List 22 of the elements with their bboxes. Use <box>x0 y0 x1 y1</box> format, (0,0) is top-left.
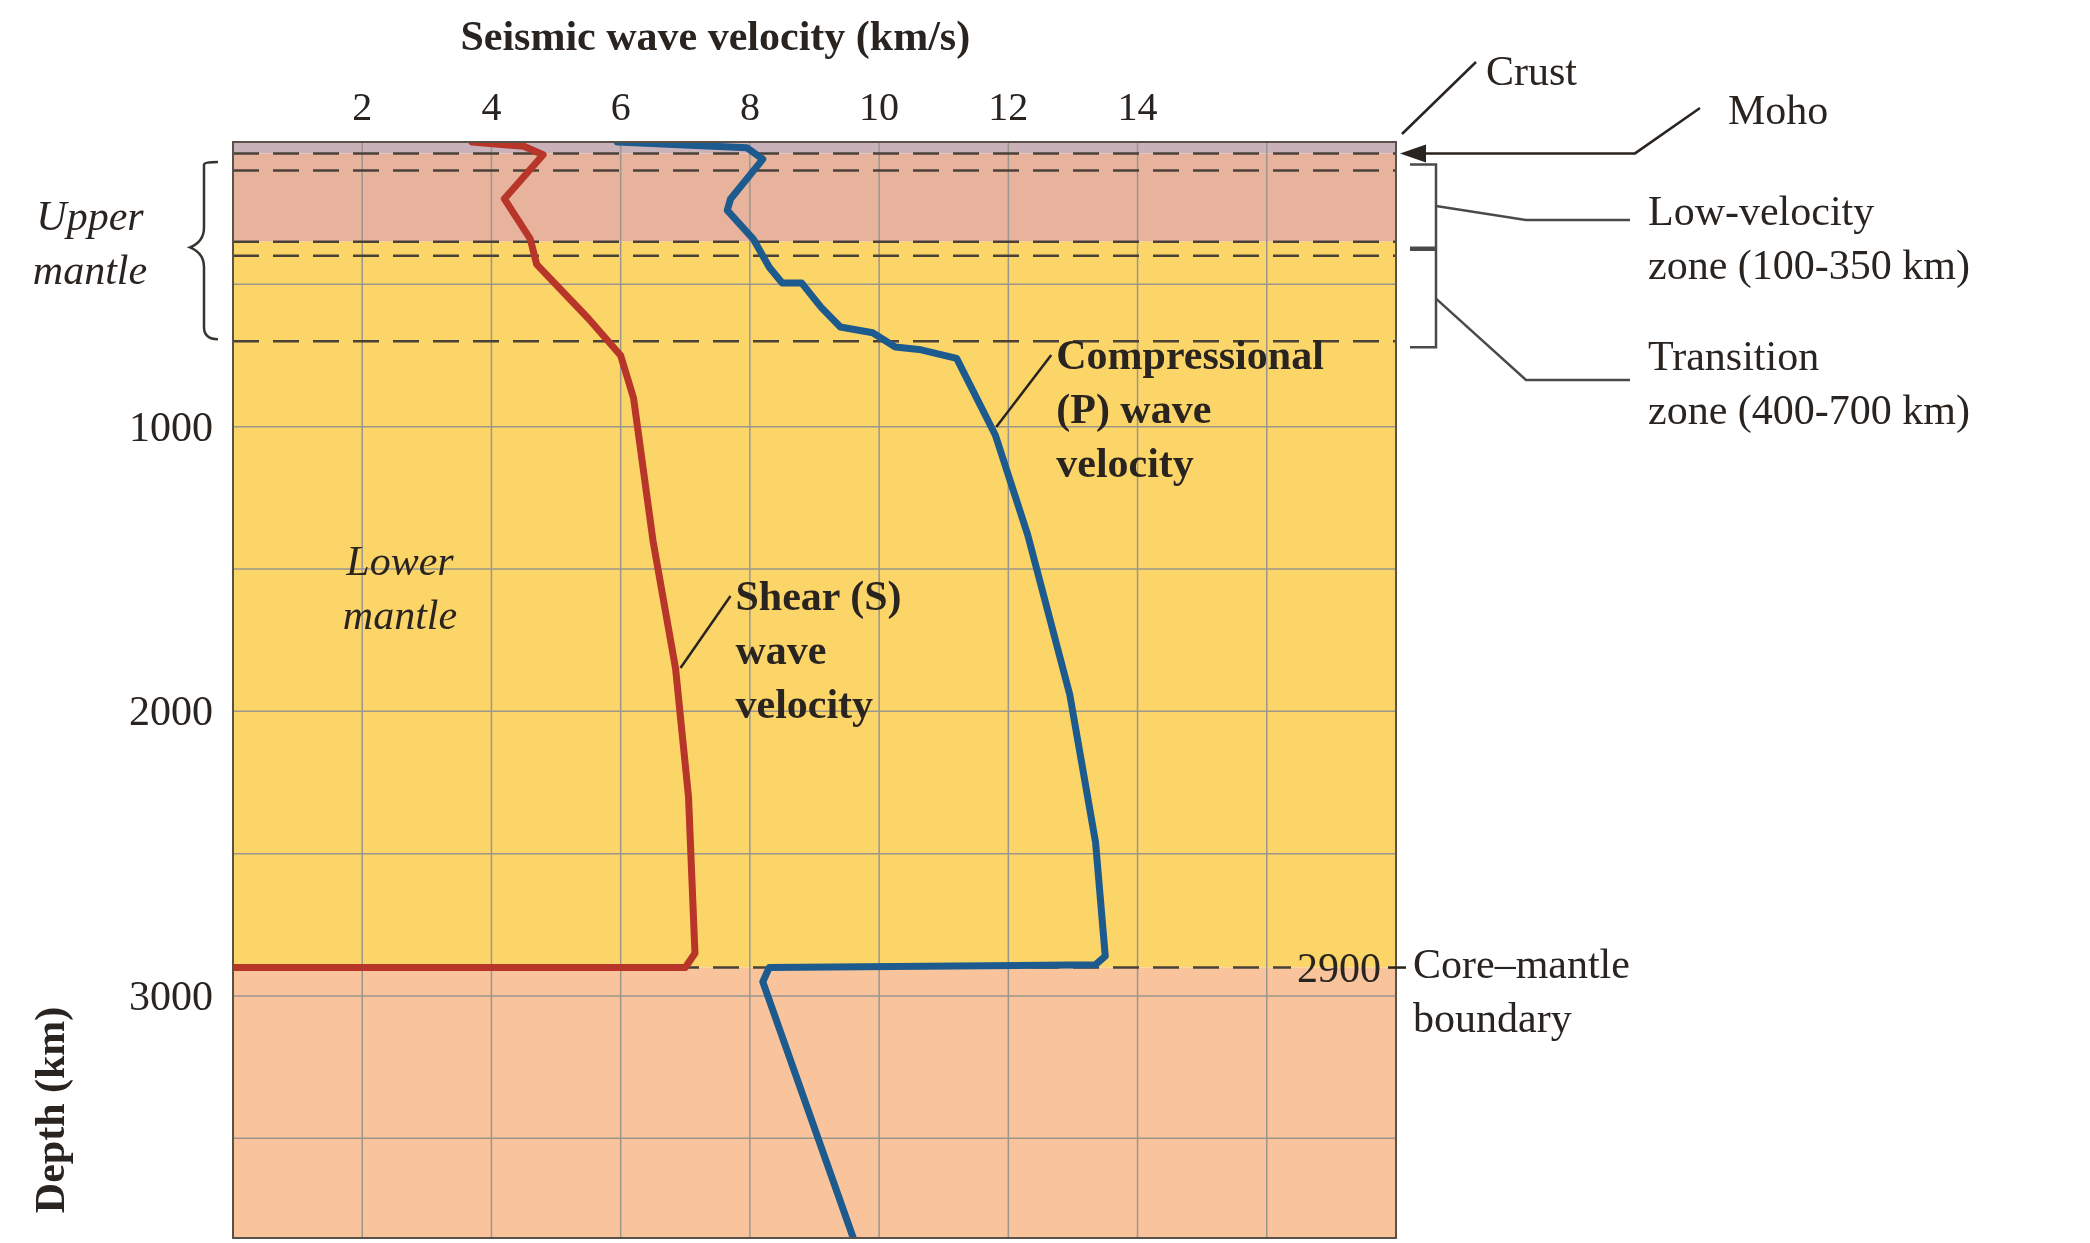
x-tick-label: 8 <box>739 84 760 129</box>
text: Upper mantle <box>32 193 148 293</box>
x-axis-title: Seismic wave velocity (km/s) <box>460 13 971 60</box>
y-tick-label: 1000 <box>129 403 213 450</box>
x-tick-label: 4 <box>481 84 502 129</box>
band-label: Crust <box>1486 48 1578 94</box>
x-tick-label: 2 <box>352 84 373 129</box>
text: Low-velocity zone (100-350 km) <box>1648 188 1970 289</box>
x-tick-label: 14 <box>1117 84 1158 129</box>
y-axis-title: Depth (km) <box>27 1006 74 1214</box>
x-tick-label: 12 <box>988 84 1029 129</box>
text: Transition zone (400-700 km) <box>1648 333 1970 434</box>
ref-line-label: Moho <box>1728 87 1829 133</box>
series-label: Shear (S) wave velocity <box>735 573 902 728</box>
annotation: Lower mantle <box>342 538 458 638</box>
y-tick-label: 3000 <box>129 973 213 1020</box>
text: Core–mantle boundary <box>1413 941 1630 1041</box>
y-tick-label: 2000 <box>129 688 213 735</box>
x-tick-label: 10 <box>859 84 900 129</box>
x-tick-label: 6 <box>610 84 631 129</box>
series-label: Compressional (P) wave velocity <box>1056 331 1324 486</box>
ref-line-label: 2900 <box>1297 944 1381 991</box>
